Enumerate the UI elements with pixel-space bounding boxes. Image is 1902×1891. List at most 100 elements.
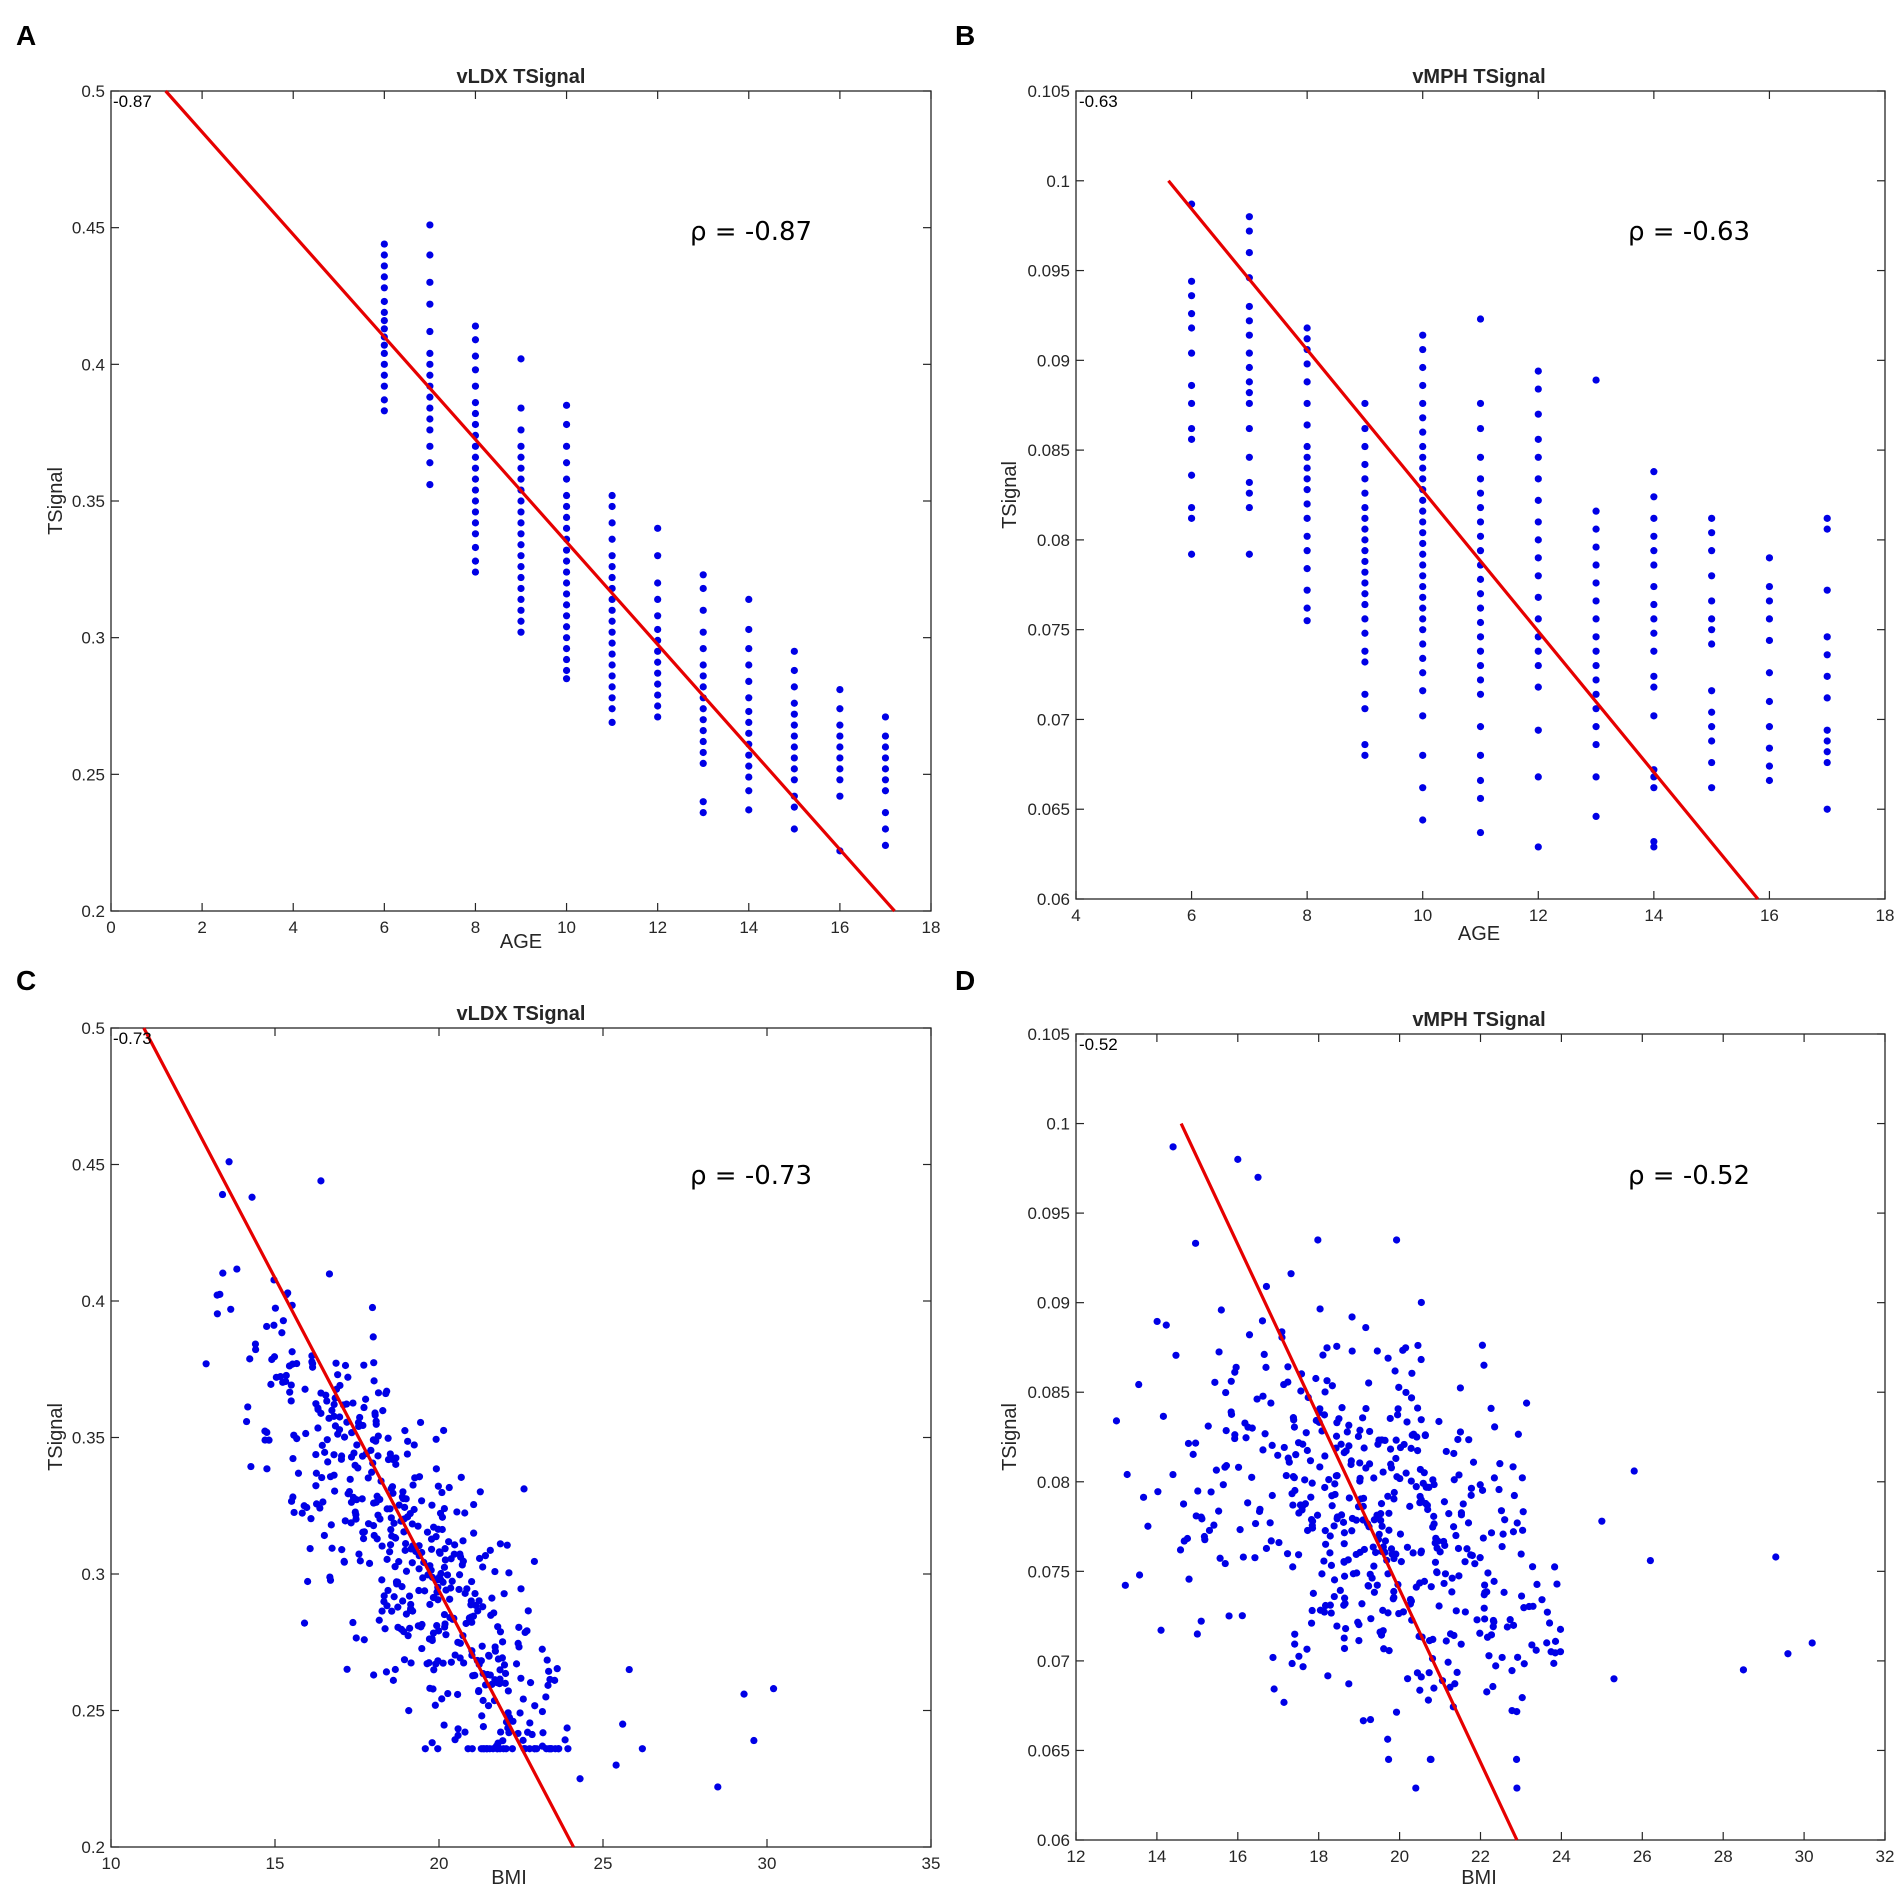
data-point [1784, 1650, 1792, 1658]
x-tick-label-c: 10 [102, 1854, 121, 1873]
data-point [1297, 1387, 1305, 1395]
data-point [324, 1458, 332, 1466]
data-point [438, 1695, 446, 1703]
y-tick-label-d: 0.1 [1046, 1115, 1070, 1134]
data-point [459, 1537, 467, 1545]
chart-title-c: vLDX TSignal [457, 1003, 586, 1025]
data-point [714, 1783, 722, 1791]
data-point [1361, 514, 1369, 522]
data-point [526, 1679, 535, 1687]
data-point [505, 1729, 513, 1737]
data-point [1518, 1694, 1526, 1702]
data-point [1509, 1528, 1518, 1536]
data-point [471, 497, 480, 505]
data-point [1185, 1575, 1193, 1583]
data-point [790, 803, 798, 811]
data-point [1765, 615, 1774, 623]
data-point [790, 732, 798, 740]
data-point [1650, 843, 1658, 851]
data-point [1520, 1660, 1528, 1668]
data-point [1708, 615, 1716, 623]
data-point [341, 1361, 350, 1370]
data-point [213, 1310, 221, 1318]
data-point [1290, 1474, 1298, 1482]
data-point [1314, 1236, 1322, 1244]
data-point [1291, 1640, 1299, 1648]
data-point [483, 1670, 492, 1679]
data-point [1303, 442, 1311, 451]
data-point [1708, 758, 1716, 767]
data-point [1414, 1446, 1422, 1455]
data-point [1135, 1571, 1144, 1579]
data-point [1198, 1515, 1206, 1523]
data-point [429, 1593, 437, 1602]
data-point [362, 1395, 370, 1403]
data-point [836, 732, 844, 740]
data-point [364, 1474, 372, 1482]
data-point [836, 686, 844, 694]
data-point [373, 1492, 381, 1500]
data-point [1417, 1673, 1425, 1681]
data-point [1592, 376, 1600, 384]
data-point [881, 743, 890, 751]
data-point [1406, 1502, 1414, 1510]
data-point [654, 669, 662, 677]
data-point [745, 806, 753, 814]
data-point [390, 1519, 398, 1527]
data-point [1534, 453, 1542, 461]
data-point [1514, 1653, 1522, 1661]
data-point [454, 1690, 462, 1699]
data-point [1153, 1317, 1161, 1326]
data-point [699, 737, 707, 746]
data-point [1498, 1653, 1506, 1662]
data-point [1321, 1601, 1330, 1610]
data-point [488, 1594, 496, 1602]
data-point [355, 1550, 363, 1558]
data-point [1476, 776, 1485, 785]
data-point [517, 563, 525, 571]
data-point [1500, 1588, 1508, 1596]
data-point [441, 1556, 449, 1564]
data-point [1543, 1639, 1551, 1647]
x-tick-label-a: 14 [739, 918, 758, 937]
data-point [460, 1659, 468, 1667]
data-point [542, 1693, 550, 1701]
data-point [1365, 1379, 1373, 1387]
data-point [337, 1452, 346, 1460]
data-point [380, 273, 388, 281]
fit-d [1179, 1122, 1519, 1841]
data-point [1519, 1508, 1527, 1516]
data-point [654, 552, 662, 560]
data-point [1377, 1510, 1385, 1518]
data-point [1454, 1435, 1462, 1444]
data-point [745, 762, 753, 770]
x-tick-label-b: 8 [1302, 906, 1311, 925]
data-point [1303, 324, 1311, 332]
data-point [1303, 378, 1311, 386]
data-point [300, 1619, 309, 1627]
data-point [1312, 1374, 1320, 1383]
data-point [1503, 1623, 1511, 1631]
data-point [1204, 1422, 1212, 1430]
data-point [1445, 1510, 1453, 1518]
data-point [1592, 615, 1600, 623]
data-point [427, 1545, 436, 1553]
data-point [517, 552, 525, 560]
data-point [538, 1707, 546, 1716]
data-point [562, 645, 571, 653]
data-point [1765, 744, 1774, 752]
data-point [1308, 1524, 1317, 1532]
x-tick-label-c: 15 [266, 1854, 285, 1873]
data-point [287, 1497, 296, 1505]
data-point [454, 1725, 462, 1733]
data-point [462, 1619, 470, 1628]
data-point [471, 399, 480, 407]
data-point [1303, 586, 1311, 594]
data-point [1469, 1458, 1478, 1466]
data-point [1238, 1612, 1246, 1620]
data-point [1456, 1428, 1465, 1436]
data-point [1592, 812, 1600, 821]
data-point [401, 1427, 409, 1435]
data-point [347, 1519, 355, 1527]
data-point [379, 1407, 387, 1415]
